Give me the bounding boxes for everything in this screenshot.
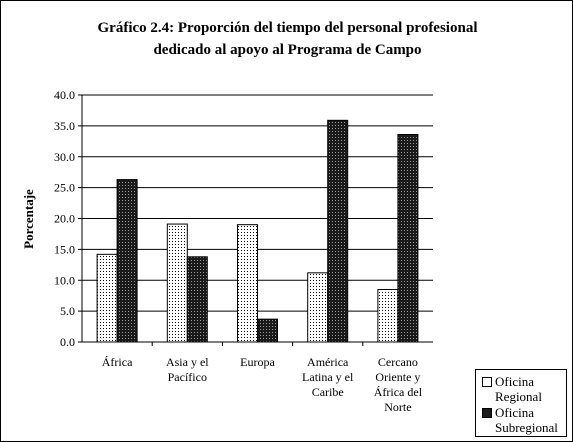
y-tick-label-2: 10.0 xyxy=(54,273,75,287)
y-tick-label-4: 20.0 xyxy=(54,212,75,226)
y-tick-label-5: 25.0 xyxy=(54,181,75,195)
x-tick-label-3-1: Latina y el xyxy=(302,370,354,384)
chart-title-line-2: dedicado al apoyo al Programa de Campo xyxy=(153,42,422,58)
bar-subregional-3 xyxy=(327,119,349,343)
chart-title-line-1: Gráfico 2.4: Proporción del tiempo del p… xyxy=(97,20,478,36)
legend-label-regional-line-2: Regional xyxy=(495,389,542,404)
chart-title: Gráfico 2.4: Proporción del tiempo del p… xyxy=(1,17,572,61)
x-tick-label-3-2: Caribe xyxy=(312,385,344,399)
x-tick-label-0-0: África xyxy=(102,355,133,369)
x-tick-label-2-0: Europa xyxy=(240,355,275,369)
bar-subregional-1 xyxy=(186,256,208,343)
x-tick-label-1-0: Asia y el xyxy=(166,355,209,369)
y-axis-label: Porcentaje xyxy=(21,189,36,249)
legend-swatch-subregional xyxy=(482,408,492,418)
legend-swatch-regional xyxy=(482,377,492,387)
bar-regional-1 xyxy=(166,223,188,343)
x-tick-label-4-2: África del xyxy=(374,385,423,399)
x-tick-label-1-1: Pacífico xyxy=(168,370,207,384)
y-tick-label-8: 40.0 xyxy=(54,88,75,102)
x-tick-label-4-0: Cercano xyxy=(378,355,418,369)
bar-regional-2 xyxy=(237,224,258,343)
legend-label-subregional-line-1: Oficina xyxy=(495,405,534,420)
legend: Oficina Regional Oficina Subregional xyxy=(475,369,567,437)
x-tick-label-4-1: Oriente y xyxy=(375,370,420,384)
legend-label-subregional-line-2: Subregional xyxy=(495,420,558,435)
y-tick-label-7: 35.0 xyxy=(54,119,75,133)
y-tick-label-0: 0.0 xyxy=(60,335,75,349)
x-tick-label-3-0: América xyxy=(307,355,349,369)
bar-regional-3 xyxy=(307,272,329,343)
y-tick-label-3: 15.0 xyxy=(54,242,75,256)
bar-regional-0 xyxy=(96,253,118,343)
y-tick-label-1: 5.0 xyxy=(60,304,75,318)
bar-subregional-0 xyxy=(116,179,138,343)
y-tick-label-6: 30.0 xyxy=(54,150,75,164)
legend-label-regional-line-1: Oficina xyxy=(495,374,534,389)
bar-subregional-4 xyxy=(397,134,419,343)
x-tick-label-4-3: Norte xyxy=(384,400,411,414)
bar-subregional-2 xyxy=(257,318,278,343)
bar-regional-4 xyxy=(377,289,399,343)
